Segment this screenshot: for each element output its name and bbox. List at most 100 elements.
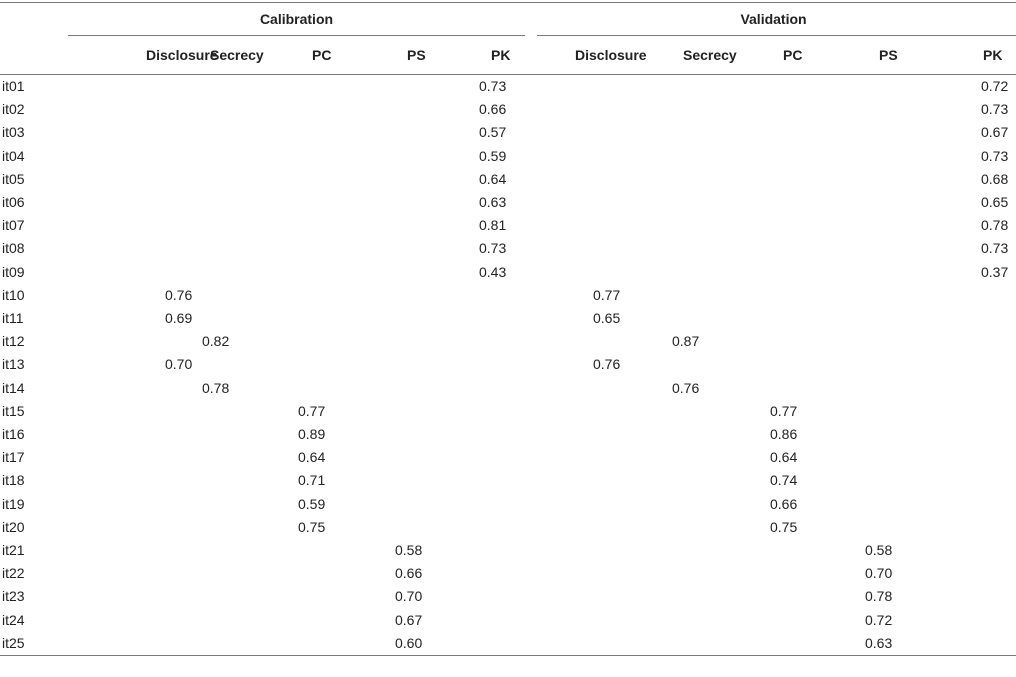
cell-val-pk: 0.68 bbox=[981, 170, 1009, 187]
cell-cal-secrecy bbox=[182, 145, 285, 168]
cell-cal-disclosure bbox=[62, 516, 182, 539]
cell-cal-secrecy bbox=[182, 469, 285, 492]
cell-cal-disclosure bbox=[62, 330, 182, 353]
col-header-cal-secrecy: Secrecy bbox=[182, 36, 285, 75]
cell-val-pc bbox=[756, 237, 841, 260]
row-label: it08 bbox=[2, 240, 25, 257]
cell-cal-pc: 0.64 bbox=[298, 449, 326, 466]
cell-cal-pk bbox=[455, 562, 531, 585]
cell-val-pk: 0.37 bbox=[981, 263, 1009, 280]
cell-val-disclosure bbox=[531, 121, 653, 144]
row-label: it13 bbox=[2, 356, 25, 373]
cell-cal-pk: 0.66 bbox=[479, 101, 507, 118]
cell-cal-secrecy bbox=[182, 516, 285, 539]
table-row: it23 0.70 0.78 bbox=[0, 585, 1016, 608]
cell-cal-disclosure bbox=[62, 493, 182, 516]
cell-val-pc bbox=[756, 191, 841, 214]
cell-cal-pk bbox=[455, 423, 531, 446]
row-label: it25 bbox=[0, 631, 62, 657]
cell-cal-ps bbox=[370, 330, 455, 353]
cell-cal-secrecy bbox=[182, 423, 285, 446]
cell-cal-disclosure bbox=[62, 214, 182, 237]
cell-cal-pk bbox=[455, 353, 531, 376]
cell-val-disclosure bbox=[531, 377, 653, 400]
cell-val-pk bbox=[926, 400, 1016, 423]
cell-val-ps bbox=[841, 469, 926, 492]
group-header-row: Calibration Validation bbox=[0, 2, 1016, 36]
cell-cal-ps: 0.66 bbox=[395, 565, 423, 582]
cell-val-pc bbox=[756, 562, 841, 585]
factor-loadings-table: Calibration Validation Disclosure Secrec… bbox=[0, 2, 1016, 657]
row-label: it09 bbox=[2, 263, 25, 280]
cell-val-ps bbox=[841, 377, 926, 400]
row-label: it06 bbox=[2, 194, 25, 211]
column-header-row: Disclosure Secrecy PC PS PK Disclosure S… bbox=[0, 36, 1016, 75]
cell-val-pk bbox=[926, 516, 1016, 539]
cell-val-disclosure bbox=[531, 98, 653, 121]
cell-cal-secrecy bbox=[182, 98, 285, 121]
cell-val-disclosure bbox=[531, 631, 653, 657]
cell-val-pc bbox=[756, 353, 841, 376]
cell-val-ps bbox=[841, 145, 926, 168]
col-header-cal-pk: PK bbox=[455, 36, 531, 75]
cell-val-disclosure bbox=[531, 261, 653, 284]
cell-cal-secrecy bbox=[182, 631, 285, 657]
cell-val-secrecy bbox=[653, 307, 756, 330]
cell-cal-secrecy bbox=[182, 284, 285, 307]
cell-cal-ps bbox=[370, 469, 455, 492]
cell-cal-ps bbox=[370, 168, 455, 191]
cell-val-pk bbox=[926, 330, 1016, 353]
cell-cal-ps bbox=[370, 446, 455, 469]
cell-cal-disclosure bbox=[62, 562, 182, 585]
cell-val-disclosure bbox=[531, 423, 653, 446]
table-row: it07 0.81 0.78 bbox=[0, 214, 1016, 237]
cell-cal-secrecy bbox=[182, 75, 285, 99]
col-header-cal-disclosure: Disclosure bbox=[62, 36, 218, 75]
cell-val-disclosure: 0.65 bbox=[593, 310, 621, 327]
row-label: it22 bbox=[2, 565, 25, 582]
cell-cal-pk: 0.63 bbox=[479, 194, 507, 211]
cell-val-pk bbox=[926, 539, 1016, 562]
cell-cal-pc: 0.89 bbox=[298, 426, 326, 443]
cell-cal-ps: 0.67 bbox=[395, 611, 423, 628]
cell-cal-ps bbox=[370, 400, 455, 423]
col-header-val-pk: PK bbox=[926, 36, 1016, 75]
cell-val-ps: 0.78 bbox=[865, 588, 893, 605]
cell-cal-pc: 0.59 bbox=[298, 495, 326, 512]
cell-cal-secrecy: 0.78 bbox=[202, 379, 230, 396]
row-label: it02 bbox=[2, 101, 25, 118]
cell-cal-pc bbox=[285, 353, 370, 376]
row-label: it20 bbox=[2, 518, 25, 535]
table-row: it13 0.70 0.76 bbox=[0, 353, 1016, 376]
cell-cal-pc bbox=[285, 145, 370, 168]
cell-cal-disclosure bbox=[62, 377, 182, 400]
cell-cal-disclosure bbox=[62, 98, 182, 121]
cell-val-secrecy bbox=[653, 400, 756, 423]
empty-corner-cell bbox=[0, 2, 62, 36]
cell-val-pc bbox=[756, 121, 841, 144]
calibration-underline bbox=[68, 35, 525, 36]
cell-cal-pk: 0.73 bbox=[479, 240, 507, 257]
cell-cal-ps bbox=[370, 237, 455, 260]
table-row: it22 0.66 0.70 bbox=[0, 562, 1016, 585]
cell-val-pk bbox=[926, 493, 1016, 516]
cell-val-disclosure bbox=[531, 562, 653, 585]
cell-cal-secrecy bbox=[182, 562, 285, 585]
cell-val-secrecy bbox=[653, 631, 756, 657]
col-header-cal-ps: PS bbox=[370, 36, 455, 75]
cell-cal-ps bbox=[370, 261, 455, 284]
table-row: it05 0.64 0.68 bbox=[0, 168, 1016, 191]
cell-val-ps bbox=[841, 423, 926, 446]
cell-val-disclosure bbox=[531, 168, 653, 191]
cell-cal-pc bbox=[285, 121, 370, 144]
cell-val-ps bbox=[841, 400, 926, 423]
cell-val-pc bbox=[756, 377, 841, 400]
cell-cal-secrecy bbox=[182, 353, 285, 376]
cell-cal-pk bbox=[455, 516, 531, 539]
cell-val-pk bbox=[926, 469, 1016, 492]
cell-cal-pc bbox=[285, 539, 370, 562]
cell-val-pk: 0.67 bbox=[981, 124, 1009, 141]
cell-val-disclosure bbox=[531, 609, 653, 632]
cell-cal-pk bbox=[455, 307, 531, 330]
cell-val-pc bbox=[756, 609, 841, 632]
